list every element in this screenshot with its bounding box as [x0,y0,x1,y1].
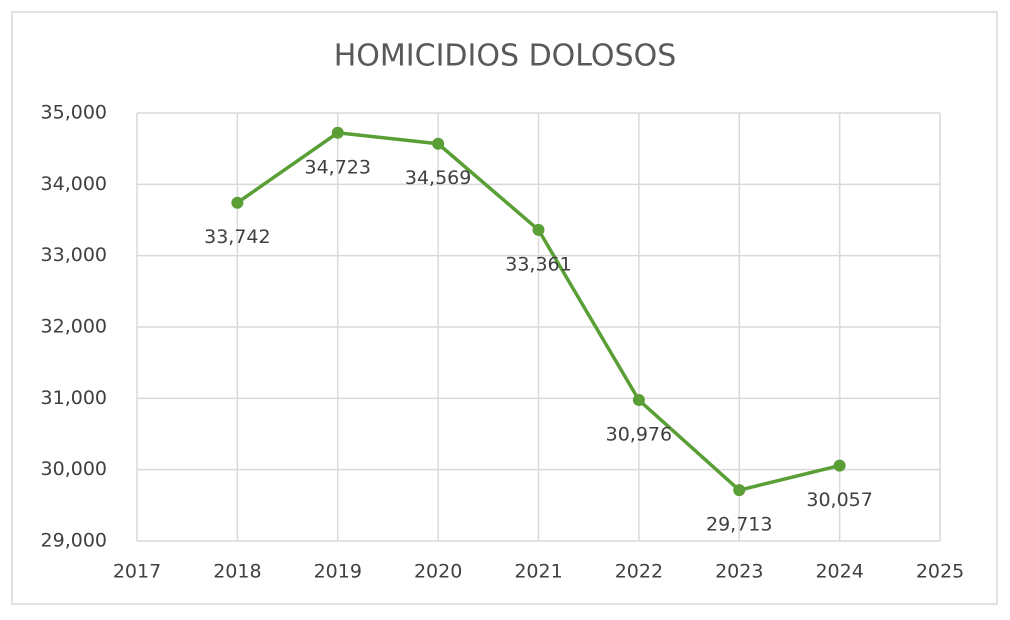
x-tick-label: 2018 [213,561,261,583]
y-tick-label: 31,000 [41,387,107,409]
data-label: 33,742 [204,226,270,248]
y-tick-label: 35,000 [41,102,107,124]
data-label: 30,976 [606,424,672,446]
data-label: 33,361 [505,253,571,275]
y-tick-label: 32,000 [41,316,107,338]
data-label: 29,713 [706,514,772,536]
data-label: 34,569 [405,167,471,189]
data-point [733,484,746,497]
y-tick-label: 34,000 [41,173,107,195]
y-tick-label: 29,000 [41,530,107,552]
data-point [432,137,445,150]
y-tick-label: 30,000 [41,458,107,480]
data-point [632,394,645,407]
data-label: 30,057 [806,489,872,511]
x-tick-label: 2021 [514,561,562,583]
data-point [833,459,846,472]
chart-title: HOMICIDIOS DOLOSOS [334,39,677,74]
data-label: 34,723 [305,156,371,178]
data-point [331,126,344,139]
x-tick-label: 2019 [314,561,362,583]
data-point [231,196,244,209]
chart-frame [11,11,998,605]
y-tick-label: 33,000 [41,244,107,266]
x-tick-label: 2017 [113,561,161,583]
x-tick-label: 2023 [715,561,763,583]
x-tick-label: 2025 [916,561,964,583]
x-tick-label: 2024 [815,561,863,583]
x-tick-label: 2022 [615,561,663,583]
x-tick-label: 2020 [414,561,462,583]
data-point [532,223,545,236]
